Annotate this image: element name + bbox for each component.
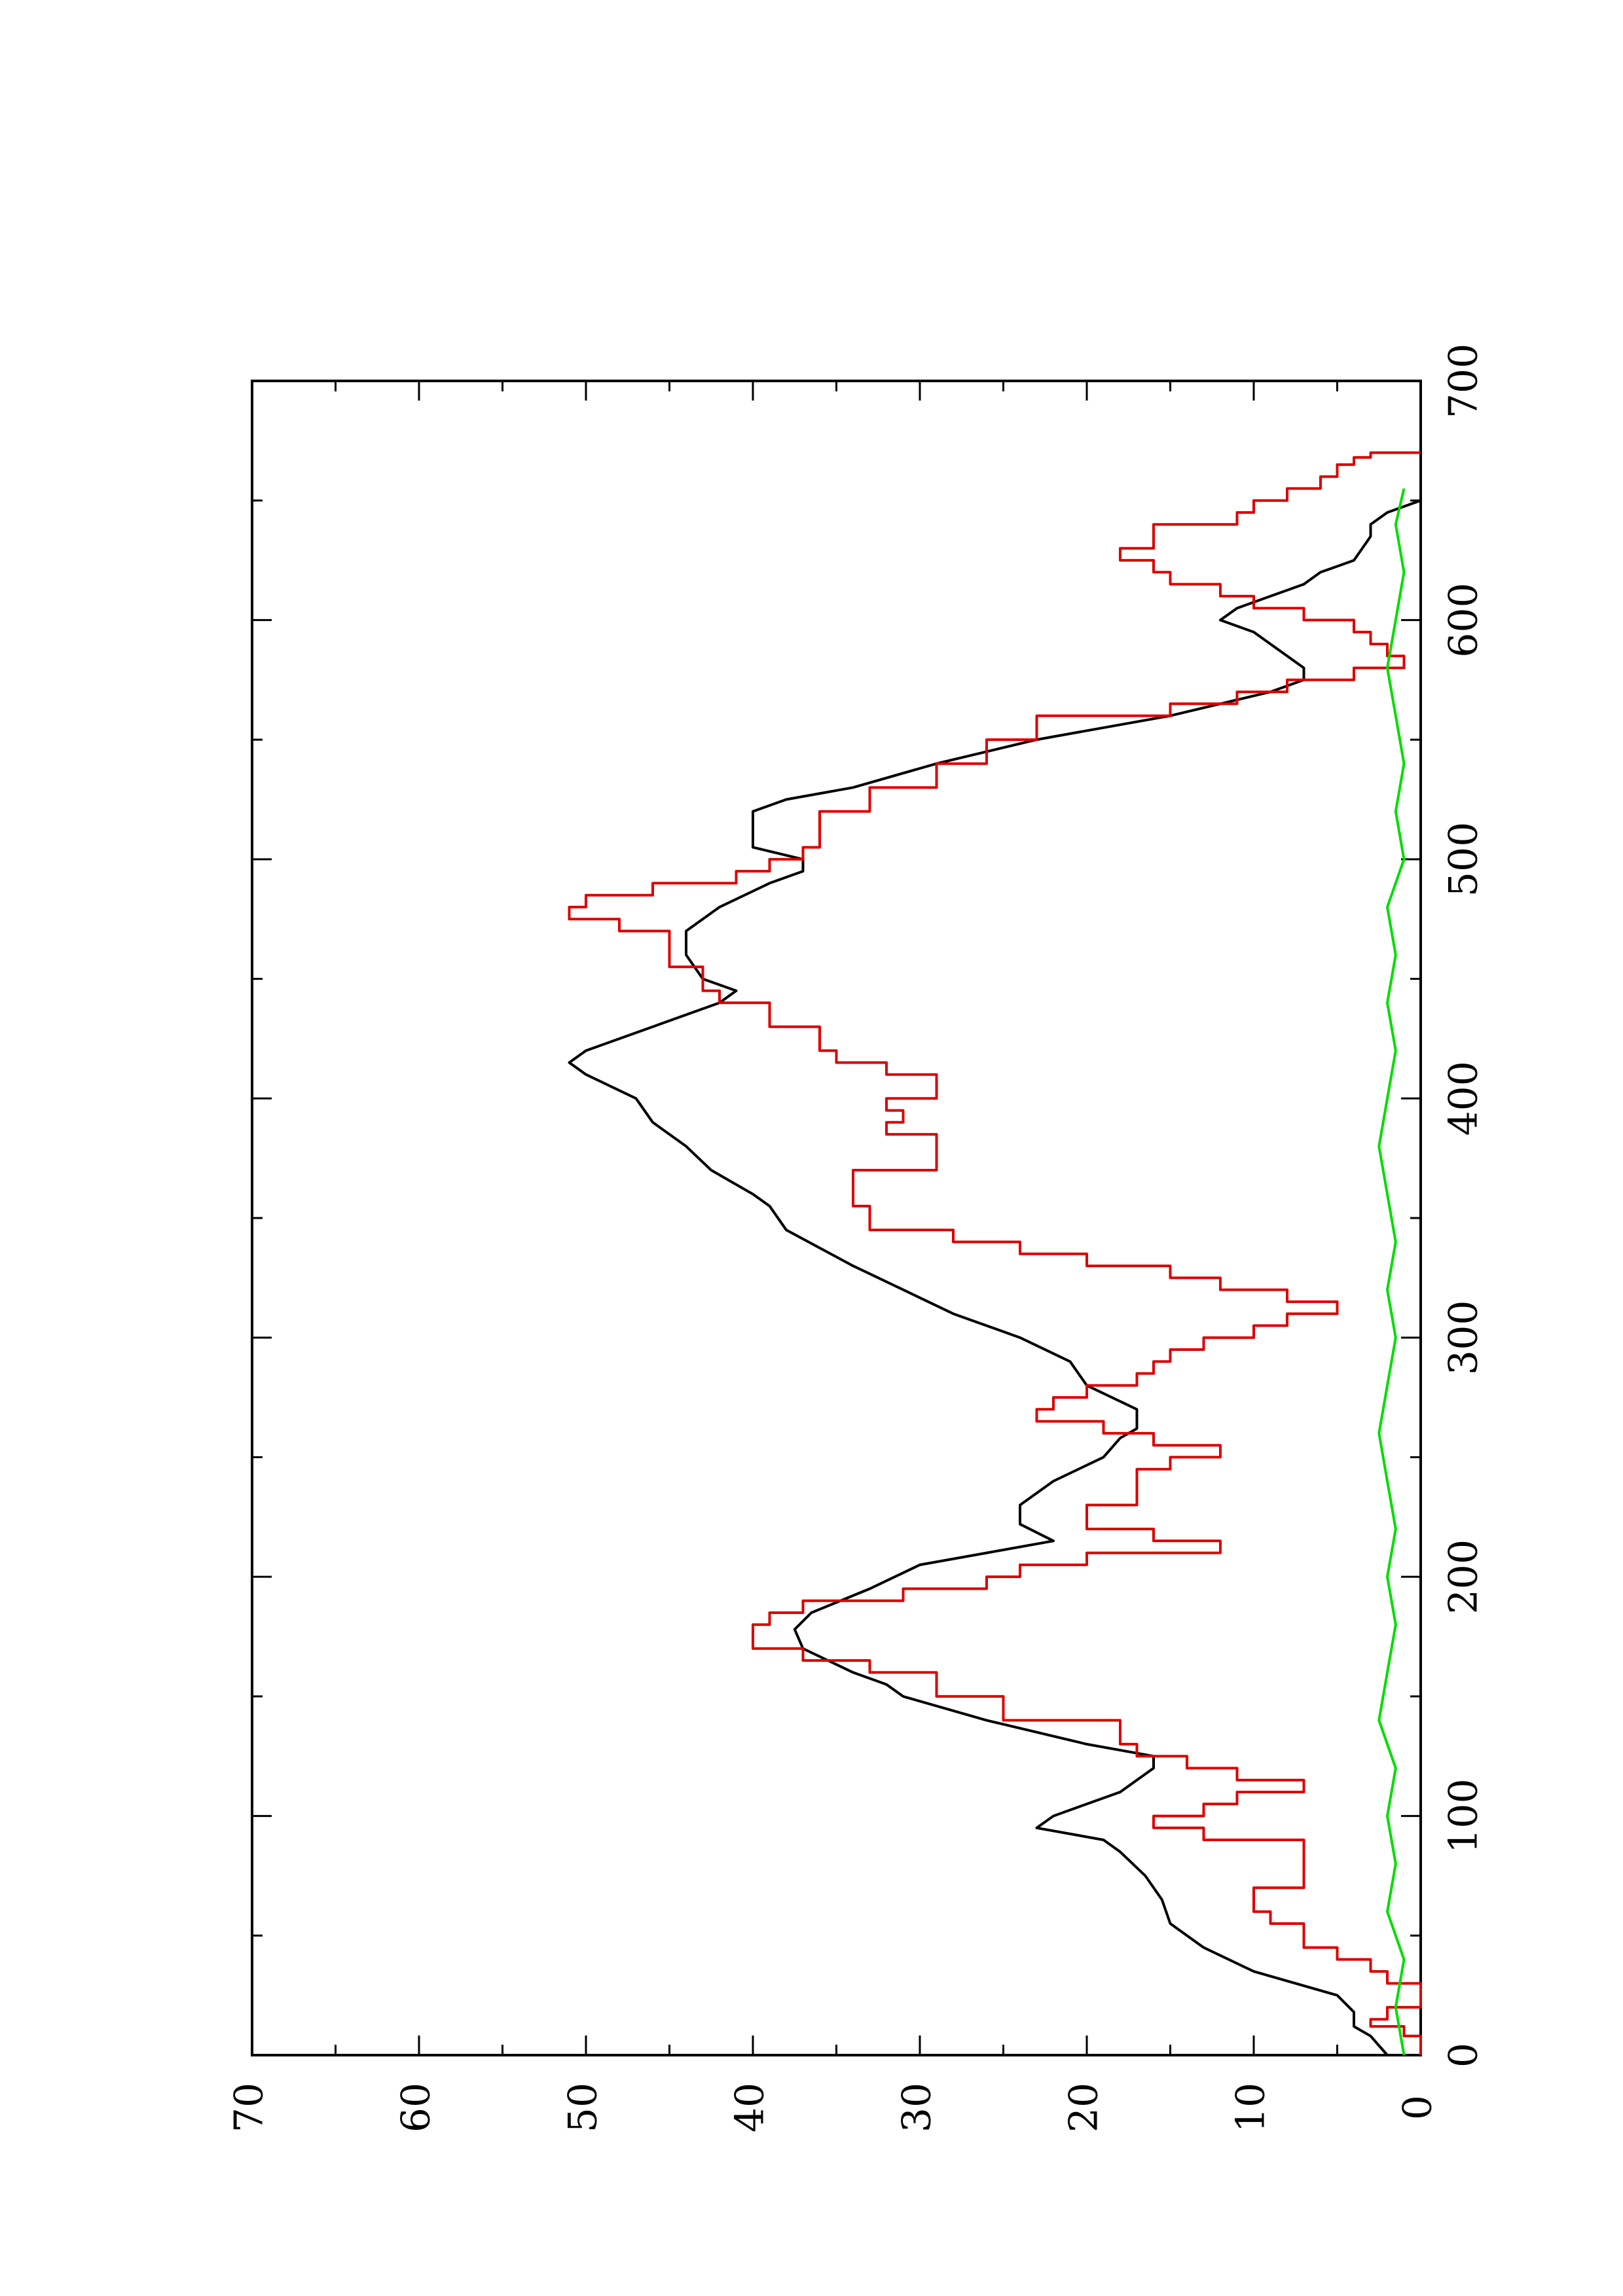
y-tick-label: 50 (560, 2083, 606, 2132)
x-tick-label: 0 (1441, 2043, 1487, 2068)
plot-frame (251, 380, 1422, 2056)
y-tick-label: 70 (227, 2083, 272, 2132)
x-tick-label: 100 (1441, 1778, 1487, 1854)
x-tick-label: 300 (1441, 1300, 1487, 1375)
series-line-2 (568, 451, 1422, 2055)
plot-area (251, 380, 1422, 2056)
x-tick-label: 600 (1441, 583, 1487, 658)
y-tick-label: 60 (393, 2083, 439, 2132)
x-tick-label: 500 (1441, 822, 1487, 897)
x-tick-label: 700 (1441, 344, 1487, 419)
x-tick-label: 200 (1441, 1539, 1487, 1615)
series-line-3 (1377, 488, 1406, 2056)
y-tick-label: 40 (727, 2083, 773, 2132)
tick-labels: 0 100 200 300 400 500 600 700 0 10 20 30 40 50 60 70 (227, 344, 1487, 2132)
series-group (568, 451, 1422, 2056)
y-tick-label: 20 (1061, 2083, 1107, 2132)
axis-ticks (251, 380, 1422, 2056)
x-tick-label: 400 (1441, 1061, 1487, 1136)
series-line-1 (568, 499, 1421, 2056)
y-tick-label: 0 (1395, 2095, 1441, 2120)
y-tick-label: 10 (1228, 2083, 1274, 2132)
y-tick-label: 30 (894, 2083, 940, 2132)
